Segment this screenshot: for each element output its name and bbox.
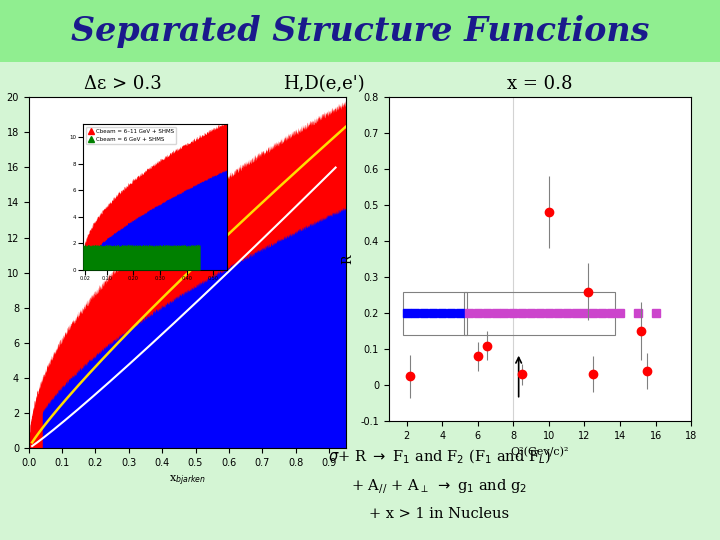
Text: H,D(e,e'): H,D(e,e') xyxy=(283,75,365,93)
Text: + x > 1 in Nucleus: + x > 1 in Nucleus xyxy=(369,507,509,521)
Text: Δε > 0.3: Δε > 0.3 xyxy=(84,75,161,93)
Text: + A$_{//}$ + A$_{\perp}$ $\rightarrow$ g$_1$ and g$_2$: + A$_{//}$ + A$_{\perp}$ $\rightarrow$ g… xyxy=(351,476,527,496)
Text: Separated Structure Functions: Separated Structure Functions xyxy=(71,15,649,48)
X-axis label: x$_{bjarken}$: x$_{bjarken}$ xyxy=(168,474,206,488)
Y-axis label: R: R xyxy=(342,254,355,264)
FancyBboxPatch shape xyxy=(0,0,720,62)
Y-axis label: Q² (GeV/c)²: Q² (GeV/c)² xyxy=(0,241,1,305)
X-axis label: Q²(Gev/c)²: Q²(Gev/c)² xyxy=(510,447,570,457)
Bar xyxy=(403,292,467,335)
Text: x = 0.8: x = 0.8 xyxy=(508,75,572,93)
Text: $\sigma$+ R $\rightarrow$ F$_1$ and F$_2$ (F$_1$ and F$_L$): $\sigma$+ R $\rightarrow$ F$_1$ and F$_2… xyxy=(328,447,551,465)
Bar xyxy=(464,292,615,335)
Legend: Cbeam = 6–11 GeV + SHMS, Cbeam = 6 GeV + SHMS: Cbeam = 6–11 GeV + SHMS, Cbeam = 6 GeV +… xyxy=(86,127,176,144)
